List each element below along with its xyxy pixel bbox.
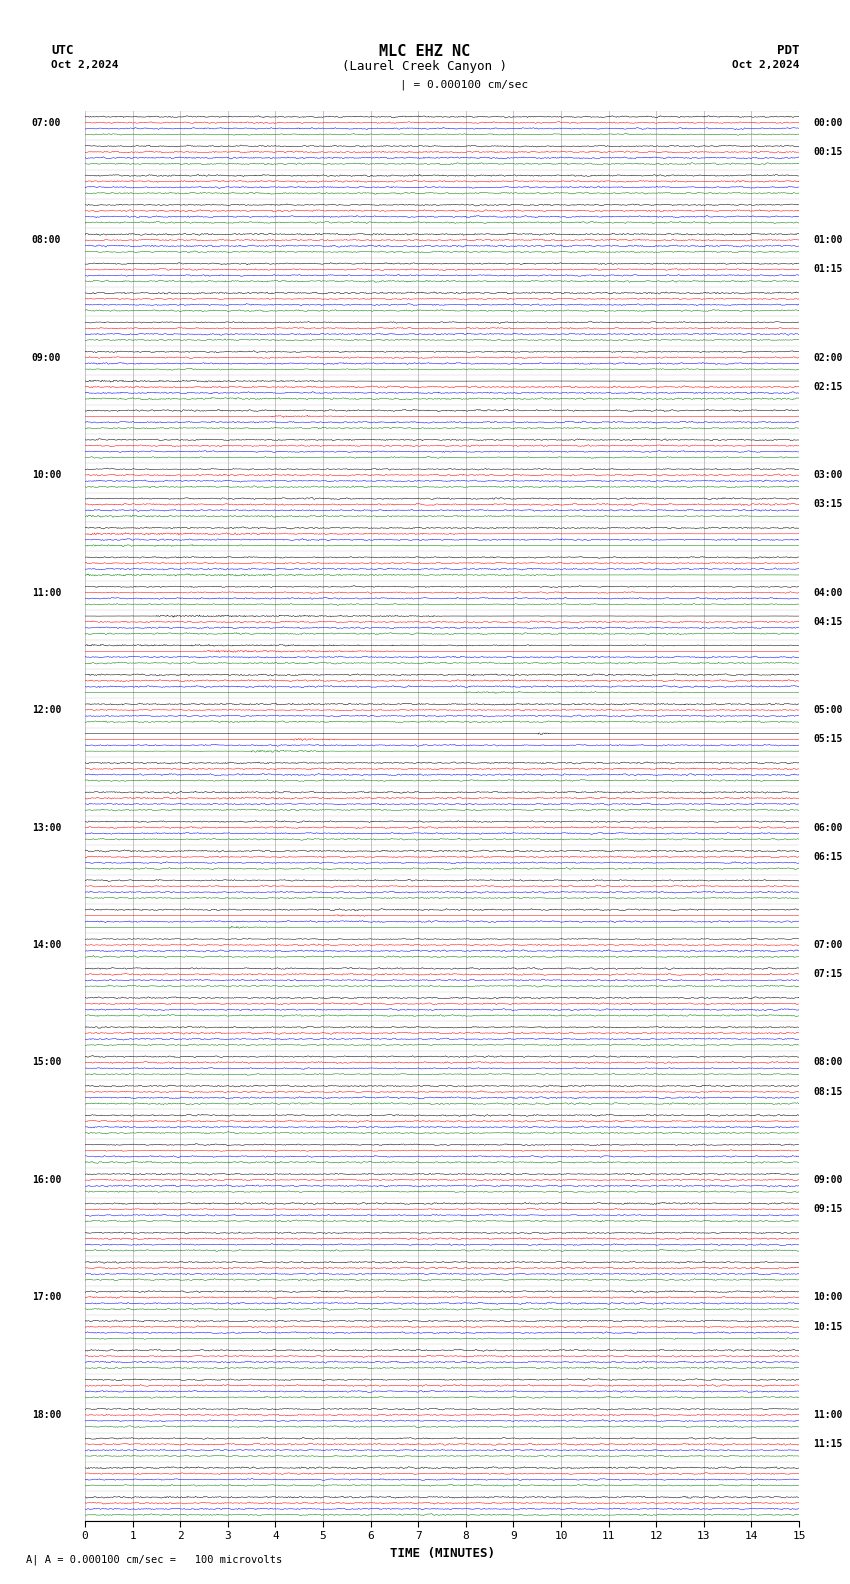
Text: 10:15: 10:15 [813, 1321, 842, 1332]
Text: 12:00: 12:00 [31, 705, 61, 714]
Text: PDT: PDT [777, 44, 799, 57]
Text: A| A = 0.000100 cm/sec =   100 microvolts: A| A = 0.000100 cm/sec = 100 microvolts [26, 1554, 281, 1565]
Text: 03:00: 03:00 [813, 470, 842, 480]
Text: 17:00: 17:00 [31, 1293, 61, 1302]
Text: 00:00: 00:00 [813, 117, 842, 128]
X-axis label: TIME (MINUTES): TIME (MINUTES) [389, 1546, 495, 1560]
Text: 18:00: 18:00 [31, 1410, 61, 1419]
Text: 09:15: 09:15 [813, 1204, 842, 1215]
Text: 00:15: 00:15 [813, 147, 842, 157]
Text: MLC EHZ NC: MLC EHZ NC [379, 44, 471, 59]
Text: 08:00: 08:00 [31, 234, 61, 246]
Text: Oct 2,2024: Oct 2,2024 [51, 60, 118, 70]
Text: 01:15: 01:15 [813, 265, 842, 274]
Text: 10:00: 10:00 [813, 1293, 842, 1302]
Text: 08:00: 08:00 [813, 1058, 842, 1068]
Text: 09:00: 09:00 [31, 353, 61, 363]
Text: 06:15: 06:15 [813, 852, 842, 862]
Text: 04:00: 04:00 [813, 588, 842, 597]
Text: 11:15: 11:15 [813, 1440, 842, 1449]
Text: UTC: UTC [51, 44, 73, 57]
Text: 02:15: 02:15 [813, 382, 842, 391]
Text: 02:00: 02:00 [813, 353, 842, 363]
Text: 08:15: 08:15 [813, 1087, 842, 1096]
Text: 07:00: 07:00 [813, 939, 842, 950]
Text: 09:00: 09:00 [813, 1175, 842, 1185]
Text: 06:00: 06:00 [813, 822, 842, 833]
Text: 05:00: 05:00 [813, 705, 842, 714]
Text: 07:00: 07:00 [31, 117, 61, 128]
Text: Oct 2,2024: Oct 2,2024 [732, 60, 799, 70]
Text: 03:15: 03:15 [813, 499, 842, 510]
Text: 11:00: 11:00 [31, 588, 61, 597]
Text: 16:00: 16:00 [31, 1175, 61, 1185]
Text: 01:00: 01:00 [813, 234, 842, 246]
Text: 07:15: 07:15 [813, 969, 842, 979]
Text: 11:00: 11:00 [813, 1410, 842, 1419]
Text: 05:15: 05:15 [813, 735, 842, 744]
Text: 04:15: 04:15 [813, 616, 842, 627]
Text: 15:00: 15:00 [31, 1058, 61, 1068]
Text: 13:00: 13:00 [31, 822, 61, 833]
Text: 14:00: 14:00 [31, 939, 61, 950]
Text: 10:00: 10:00 [31, 470, 61, 480]
Text: | = 0.000100 cm/sec: | = 0.000100 cm/sec [400, 79, 528, 90]
Text: (Laurel Creek Canyon ): (Laurel Creek Canyon ) [343, 60, 507, 73]
